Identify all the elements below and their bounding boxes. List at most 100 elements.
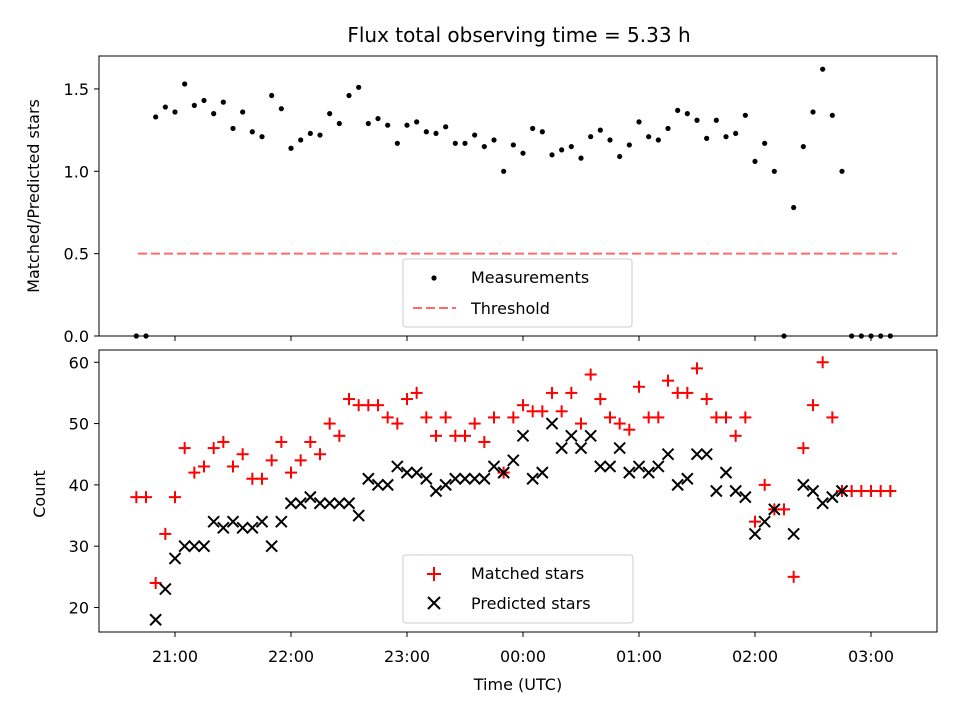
measurement-point	[278, 106, 284, 112]
predicted-star-point	[507, 454, 520, 467]
predicted-star-point	[478, 472, 491, 485]
predicted-star-point	[342, 497, 356, 510]
measurement-point	[375, 115, 381, 122]
measurement-point	[829, 112, 835, 118]
matched-star-point	[227, 460, 239, 473]
matched-star-point	[700, 393, 713, 406]
measurement-point	[220, 99, 226, 105]
measurement-point	[800, 143, 806, 150]
measurement-point	[385, 122, 391, 128]
measurement-point	[191, 102, 197, 109]
measurement-point	[423, 129, 429, 135]
predicted-star-point	[178, 539, 191, 553]
measurement-point	[597, 127, 603, 133]
predicted-star-point	[758, 515, 771, 528]
predicted-star-point	[739, 490, 752, 504]
measurement-point	[820, 66, 826, 72]
predicted-star-point	[623, 466, 636, 479]
measurement-point	[617, 153, 623, 160]
predicted-star-point	[584, 429, 597, 443]
predicted-star-point	[487, 460, 501, 473]
predicted-star-point	[323, 497, 336, 510]
predicted-star-point	[410, 466, 423, 479]
predicted-star-point	[449, 472, 462, 485]
measurement-point	[288, 145, 294, 151]
measurement-point	[733, 130, 739, 137]
measurement-point	[501, 168, 507, 174]
predicted-star-point	[768, 503, 781, 516]
matched-star-point	[207, 442, 220, 455]
measurement-point	[742, 112, 748, 118]
measurement-point	[182, 81, 188, 87]
matched-star-point	[758, 478, 771, 491]
predicted-stars-points	[149, 417, 849, 626]
legend-predicted-marker	[427, 596, 441, 610]
matched-star-point	[188, 466, 201, 479]
predicted-star-point	[700, 448, 713, 461]
predicted-star-point	[545, 417, 559, 430]
predicted-star-point	[391, 460, 404, 473]
predicted-star-point	[275, 515, 288, 528]
matched-star-point	[575, 417, 587, 430]
matched-star-point	[236, 448, 249, 461]
matched-star-point	[217, 435, 230, 448]
x-axis-title: Time (UTC)	[473, 675, 562, 694]
bottom-x-tick-label: 22:00	[268, 647, 314, 666]
bottom-x-tick-label: 21:00	[152, 647, 198, 666]
top-legend-box	[402, 258, 633, 328]
predicted-star-point	[826, 490, 839, 504]
measurement-point	[578, 155, 584, 161]
predicted-star-point	[284, 497, 298, 510]
matched-star-point	[314, 448, 326, 461]
measurement-point	[472, 132, 478, 138]
predicted-star-point	[565, 429, 578, 443]
bottom-x-tick-label: 02:00	[732, 647, 778, 666]
legend-predicted-label: Predicted stars	[471, 594, 591, 613]
bottom-y-axis-title: Count	[30, 470, 49, 518]
predicted-star-point	[806, 484, 820, 498]
matched-star-point	[198, 460, 210, 473]
measurement-point	[491, 137, 497, 143]
matched-star-point	[333, 429, 346, 442]
matched-star-point	[149, 576, 162, 589]
measurement-point	[230, 125, 236, 132]
top-y-tick-label: 0.0	[64, 327, 89, 346]
top-y-tick-label: 0.5	[64, 245, 89, 264]
predicted-star-point	[226, 515, 240, 528]
measurement-point	[433, 130, 439, 137]
top-y-axis-title: Matched/Predicted stars	[24, 99, 43, 293]
predicted-star-point	[497, 466, 510, 479]
predicted-star-point	[188, 539, 201, 553]
measurement-point	[684, 111, 690, 117]
predicted-star-point	[159, 582, 172, 596]
matched-star-point	[749, 515, 761, 528]
legend-matched-marker	[427, 567, 441, 581]
matched-star-point	[613, 417, 626, 430]
matched-star-point	[304, 435, 317, 448]
matched-star-point	[256, 472, 268, 485]
bottom-y-tick-label: 20	[69, 598, 89, 617]
bottom-x-tick-label: 23:00	[384, 647, 430, 666]
predicted-star-point	[816, 497, 829, 510]
measurement-point	[462, 140, 468, 146]
predicted-star-point	[313, 497, 327, 510]
predicted-star-point	[333, 497, 346, 510]
measurement-point	[810, 109, 816, 115]
chart-title: Flux total observing time = 5.33 h	[347, 23, 690, 47]
predicted-star-point	[458, 472, 472, 485]
measurement-point	[771, 168, 777, 174]
matched-star-point	[488, 411, 500, 424]
bottom-y-ticks: 20 30 40 50 60	[69, 353, 99, 617]
predicted-star-point	[236, 521, 249, 534]
matched-stars-points	[130, 356, 897, 589]
predicted-star-point	[352, 509, 365, 522]
measurement-point	[559, 147, 565, 153]
bottom-y-tick-label: 40	[69, 476, 89, 495]
measurement-point	[298, 137, 304, 143]
matched-star-point	[468, 417, 481, 430]
matched-star-point	[140, 491, 152, 504]
measurement-point	[336, 120, 342, 127]
predicted-star-point	[246, 521, 259, 534]
matched-star-point	[507, 411, 520, 424]
